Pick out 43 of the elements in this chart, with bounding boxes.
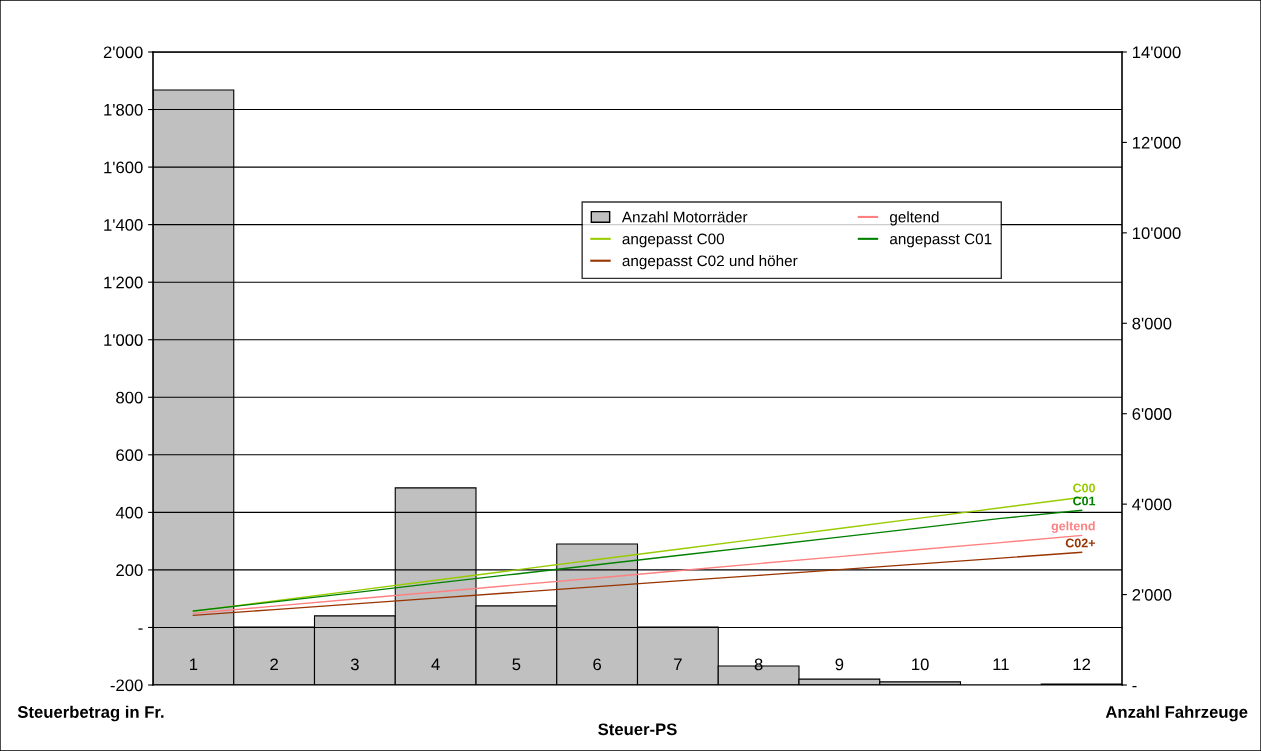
y-tick-label: 600 (116, 449, 143, 462)
x-tick-label: 10 (912, 658, 929, 671)
y2-tick-label: 12'000 (1132, 136, 1181, 149)
y2-tick-label: 6'000 (1132, 408, 1172, 420)
y-tick-label: 1'600 (104, 161, 143, 174)
y-tick-label: 800 (116, 391, 143, 404)
x-tick-label: 6 (593, 658, 602, 671)
x-tick-label: 5 (512, 658, 521, 671)
y-tick-label: 1'800 (104, 103, 143, 116)
legend-label: angepasst C02 und höher (622, 254, 798, 270)
x-tick-label: 2 (270, 658, 278, 671)
x-tick-label: 3 (350, 658, 359, 671)
legend-label: geltend (890, 211, 939, 226)
y2-tick-label: - (1132, 685, 1137, 688)
x-tick-label: 12 (1073, 658, 1091, 671)
legend-label: Anzahl Motorräder (621, 211, 748, 223)
x-tick-label: 11 (993, 658, 1009, 671)
x-tick-label: 1 (190, 658, 198, 671)
annotation: C01 (1073, 496, 1096, 506)
x-tick-label: 9 (835, 658, 844, 671)
y2-tick-label: 2'000 (1132, 588, 1172, 601)
y-tick-label: - (138, 628, 143, 630)
y2-tick-label: 14'000 (1132, 46, 1181, 59)
y2-axis-title: Anzahl Fahrzeuge (1105, 705, 1248, 722)
y2-tick-label: 10'000 (1132, 227, 1181, 240)
annotation: C02+ (1065, 538, 1096, 548)
y-tick-label: 1'200 (104, 276, 143, 289)
x-axis-title: Steuer-PS (598, 723, 677, 736)
legend-label: angepasst C00 (622, 233, 725, 248)
y-tick-label: 1'400 (104, 219, 143, 231)
x-tick-label: 7 (674, 658, 682, 671)
y-axis-title: Steuerbetrag in Fr. (17, 705, 164, 722)
y-tick-label: 200 (116, 564, 143, 577)
legend-label: angepasst C01 (890, 233, 992, 248)
annotation: geltend (1051, 521, 1095, 533)
y-tick-label: 2'000 (103, 46, 143, 59)
y-tick-label: 1'000 (104, 334, 143, 346)
y2-tick-label: 4'000 (1132, 498, 1172, 511)
y-tick-label: 400 (115, 506, 143, 519)
x-tick-label: 4 (431, 658, 440, 671)
y-tick-label: -200 (110, 679, 143, 692)
y2-tick-label: 8'000 (1132, 317, 1172, 330)
annotation: C00 (1073, 483, 1095, 493)
